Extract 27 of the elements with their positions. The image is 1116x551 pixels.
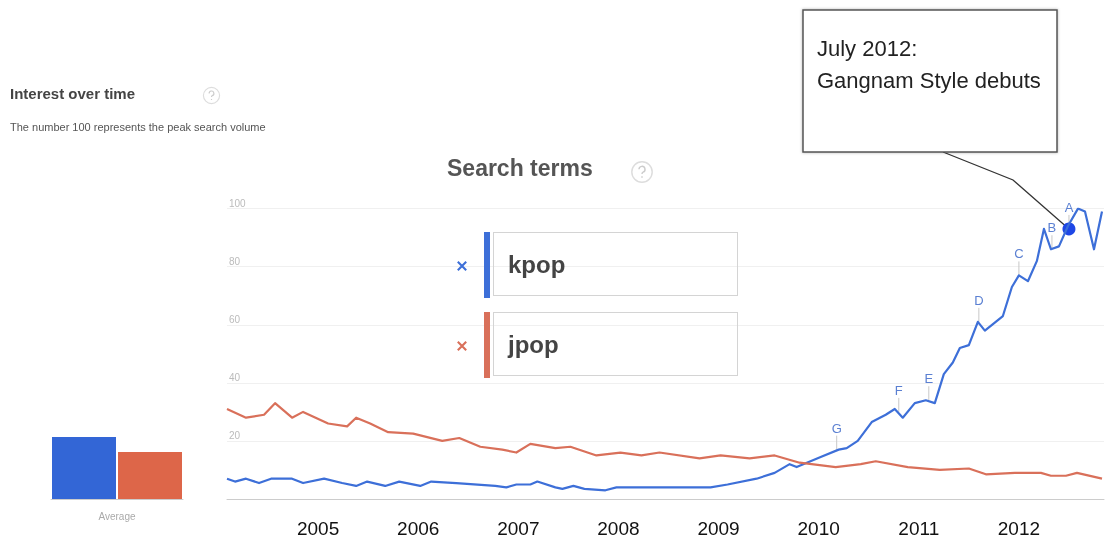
- annotation: C: [1014, 246, 1024, 262]
- y-tick-label: 20: [229, 430, 241, 442]
- annotation: A: [1064, 199, 1074, 215]
- legend-title: Search terms: [447, 155, 593, 182]
- chart-title: Interest over time: [10, 85, 136, 102]
- chart-subtitle: The number 100 represents the peak search volume: [10, 121, 266, 133]
- x-tick-label: 2007: [497, 518, 540, 539]
- annotation: F: [894, 382, 903, 398]
- x-tick-label: 2009: [697, 518, 740, 539]
- text: July 2012: Gangnam Style debuts: [817, 35, 1041, 93]
- annotation: E: [924, 371, 934, 387]
- x-tick-label: 2008: [597, 518, 640, 539]
- y-tick-label: 100: [229, 198, 247, 210]
- annotation: B: [1047, 220, 1057, 236]
- legend-label: kpop: [493, 232, 738, 296]
- annotation: D: [974, 292, 984, 308]
- y-tick-label: 60: [229, 314, 241, 326]
- annotation: G: [831, 420, 842, 436]
- legend-label: jpop: [493, 312, 738, 376]
- x-tick-label: 2010: [797, 518, 840, 539]
- x-tick-label: 2006: [397, 518, 440, 539]
- x-tick-label: 2012: [997, 518, 1041, 539]
- x-tick-label: 2005: [296, 518, 340, 539]
- x-tick-label: 2011: [898, 518, 940, 539]
- y-tick-label: 40: [229, 372, 241, 384]
- x-axis-title: Average: [98, 510, 136, 522]
- y-tick-label: 80: [229, 256, 241, 268]
